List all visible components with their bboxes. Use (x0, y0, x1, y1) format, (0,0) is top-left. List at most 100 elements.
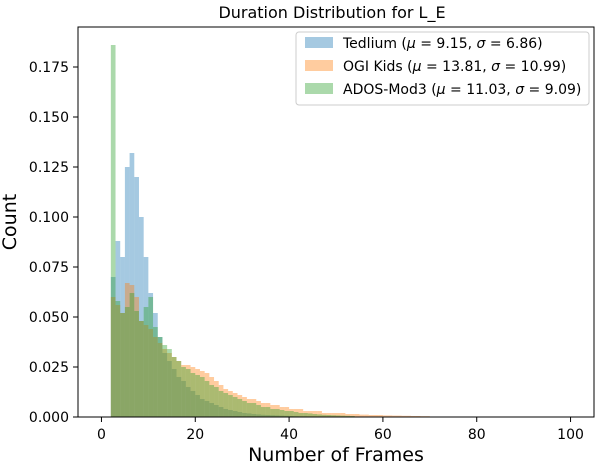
histogram-bar (110, 297, 116, 417)
histogram-bar (209, 377, 215, 417)
histogram-bar (162, 345, 168, 417)
histogram-bar (195, 375, 200, 417)
histogram-bar (298, 413, 304, 417)
y-tick-label: 0.025 (29, 360, 69, 376)
histogram-bar (176, 377, 182, 417)
histogram-bar (153, 313, 158, 417)
y-tick-label: 0.100 (29, 210, 69, 226)
y-tick-label: 0.125 (29, 160, 69, 176)
histogram-bar (382, 415, 388, 417)
histogram-bar (209, 403, 215, 417)
histogram-bar (153, 327, 158, 417)
histogram-bar (228, 395, 233, 417)
histogram-bar (387, 415, 393, 417)
histogram-bar (167, 349, 172, 417)
histogram-bar (143, 307, 149, 417)
x-tick-label: 80 (468, 427, 486, 443)
histogram-bar (270, 415, 276, 417)
histogram-bar (143, 257, 149, 417)
histogram-bar (124, 167, 130, 417)
histogram-bar (392, 415, 397, 417)
histogram-bar (199, 399, 205, 417)
histogram-bar (171, 357, 177, 417)
histogram-bar (293, 412, 299, 417)
histogram-bar (279, 407, 285, 417)
histogram-bar (185, 387, 191, 417)
histogram-bar (124, 283, 130, 417)
histogram-bar (171, 357, 177, 417)
histogram-bar (378, 415, 383, 417)
x-axis-ticks: 0 20 40 60 80 100 (97, 417, 584, 443)
histogram-bar (336, 413, 341, 417)
histogram-bar (157, 337, 163, 417)
histogram-bar (340, 415, 346, 417)
histogram-bar (115, 241, 121, 417)
histogram-bar (345, 415, 351, 417)
histogram-bar (185, 369, 191, 417)
histogram-bar (354, 414, 360, 417)
histogram-bar (232, 397, 238, 417)
y-tick-label: 0.150 (29, 110, 69, 126)
histogram-bar (284, 411, 290, 417)
histogram-bar (265, 415, 271, 417)
y-tick-label: 0.000 (29, 410, 69, 426)
y-tick-label: 0.175 (29, 60, 69, 76)
histogram-bar (260, 414, 266, 417)
histogram-bar (345, 414, 351, 417)
histogram-bar (195, 395, 200, 417)
histogram-bar (218, 385, 224, 417)
histogram-bar (307, 411, 313, 417)
y-tick-label: 0.075 (29, 260, 69, 276)
histogram-bar (232, 411, 238, 417)
histogram-bar (256, 414, 261, 417)
histogram-bar (350, 414, 355, 417)
histogram-bar (129, 293, 135, 417)
histogram-bar (218, 391, 224, 417)
histogram-bar (157, 343, 163, 417)
histogram-bar (138, 321, 144, 417)
histogram-bar (251, 399, 257, 417)
histogram-bar (148, 329, 154, 417)
histogram-bar (237, 399, 243, 417)
histogram-bar (298, 409, 304, 417)
y-axis-ticks: 0.000 0.025 0.050 0.075 0.100 0.125 0.150 0.175 (29, 60, 78, 426)
histogram-bar (326, 413, 332, 417)
histogram-bar (256, 405, 261, 417)
histogram-bar (162, 353, 168, 417)
histogram-bar (331, 415, 336, 417)
histogram-bar (331, 413, 336, 417)
histogram-bar (148, 297, 154, 417)
histogram-bar (120, 257, 125, 417)
legend-label: ADOS-Mod3 (μ = 11.03, σ = 9.09) (343, 82, 581, 98)
histogram-bar (204, 381, 210, 417)
histogram-bar (364, 414, 369, 417)
histogram-bar (115, 305, 121, 417)
histogram-bar (270, 409, 276, 417)
histogram-bar (124, 307, 130, 417)
histogram-bar (115, 301, 121, 417)
histogram-bar (270, 405, 276, 417)
histogram-bar (242, 401, 247, 417)
histogram-bar (176, 361, 182, 417)
histogram-bar (157, 337, 163, 417)
histogram-bar (223, 389, 229, 417)
y-axis-label: Count (0, 194, 21, 250)
histogram-bar (218, 407, 224, 417)
histogram-bar (204, 401, 210, 417)
histogram-bar (401, 415, 407, 417)
histogram-bar (251, 403, 257, 417)
histogram-bar (228, 391, 233, 417)
histogram-bar (129, 285, 135, 417)
histogram-bar (181, 365, 186, 417)
histogram-bar (406, 415, 412, 417)
histogram-bar (265, 407, 271, 417)
histogram-bar (153, 337, 158, 417)
histogram-bar (284, 415, 290, 417)
histogram-bar (359, 414, 365, 417)
histogram-bar (373, 415, 379, 417)
histogram-bar (110, 277, 116, 417)
x-tick-label: 100 (557, 427, 584, 443)
histogram-bar (289, 411, 294, 417)
chart-title: Duration Distribution for L_E (218, 3, 445, 23)
